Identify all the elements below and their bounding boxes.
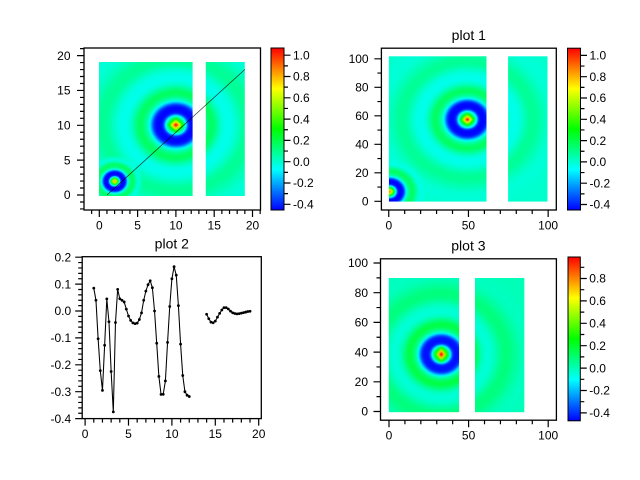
svg-text:0.4: 0.4	[590, 113, 607, 127]
svg-text:5: 5	[125, 427, 132, 441]
svg-text:20: 20	[252, 427, 266, 441]
svg-text:-0.2: -0.2	[589, 384, 610, 398]
svg-text:15: 15	[57, 84, 71, 98]
svg-text:0: 0	[385, 218, 392, 232]
svg-text:0.2: 0.2	[590, 134, 607, 148]
svg-text:0.0: 0.0	[590, 155, 607, 169]
svg-text:0.0: 0.0	[55, 304, 72, 318]
svg-text:60: 60	[355, 316, 369, 330]
svg-text:-0.4: -0.4	[51, 412, 72, 426]
svg-text:10: 10	[169, 218, 183, 232]
svg-text:100: 100	[538, 429, 558, 443]
svg-text:0.2: 0.2	[293, 134, 310, 148]
svg-text:0.8: 0.8	[590, 70, 607, 84]
svg-text:80: 80	[355, 286, 369, 300]
svg-text:5: 5	[134, 218, 141, 232]
svg-text:20: 20	[246, 218, 260, 232]
svg-text:0.0: 0.0	[293, 155, 310, 169]
svg-text:plot 1: plot 1	[452, 27, 486, 43]
svg-text:10: 10	[57, 119, 71, 133]
svg-text:0: 0	[361, 405, 368, 419]
svg-text:40: 40	[355, 138, 369, 152]
svg-text:-0.4: -0.4	[590, 198, 611, 212]
svg-text:1.0: 1.0	[590, 49, 607, 63]
svg-text:0.4: 0.4	[293, 112, 310, 126]
svg-text:-0.3: -0.3	[51, 385, 72, 399]
svg-text:0.0: 0.0	[589, 361, 606, 375]
svg-text:50: 50	[462, 429, 476, 443]
svg-text:15: 15	[208, 218, 222, 232]
svg-text:20: 20	[57, 49, 71, 63]
svg-text:0.2: 0.2	[589, 339, 606, 353]
svg-text:0.6: 0.6	[589, 294, 606, 308]
svg-text:0.6: 0.6	[590, 91, 607, 105]
svg-text:-0.4: -0.4	[589, 406, 610, 420]
svg-text:0: 0	[82, 427, 89, 441]
svg-text:0.1: 0.1	[55, 277, 72, 291]
svg-text:15: 15	[209, 427, 223, 441]
svg-text:20: 20	[355, 375, 369, 389]
svg-text:-0.4: -0.4	[293, 198, 314, 212]
svg-text:60: 60	[355, 109, 369, 123]
svg-text:40: 40	[355, 345, 369, 359]
svg-text:-0.2: -0.2	[293, 176, 314, 190]
svg-text:0.8: 0.8	[293, 70, 310, 84]
svg-text:0: 0	[362, 195, 369, 209]
svg-text:100: 100	[538, 218, 558, 232]
svg-text:100: 100	[348, 256, 368, 270]
svg-text:plot 2: plot 2	[155, 236, 189, 252]
svg-text:50: 50	[462, 218, 476, 232]
svg-text:-0.2: -0.2	[590, 176, 611, 190]
svg-text:-0.1: -0.1	[51, 331, 72, 345]
svg-text:10: 10	[165, 427, 179, 441]
svg-text:0.8: 0.8	[589, 272, 606, 286]
svg-text:1.0: 1.0	[293, 48, 310, 62]
svg-text:-0.2: -0.2	[51, 358, 72, 372]
svg-text:0.2: 0.2	[55, 250, 72, 264]
svg-text:0: 0	[96, 218, 103, 232]
svg-text:plot 3: plot 3	[451, 238, 485, 254]
svg-text:100: 100	[349, 52, 369, 66]
svg-text:0: 0	[386, 429, 393, 443]
svg-text:0.4: 0.4	[589, 317, 606, 331]
svg-text:80: 80	[355, 81, 369, 95]
svg-text:20: 20	[355, 166, 369, 180]
svg-text:5: 5	[64, 153, 71, 167]
svg-text:0.6: 0.6	[293, 91, 310, 105]
svg-text:0: 0	[64, 188, 71, 202]
